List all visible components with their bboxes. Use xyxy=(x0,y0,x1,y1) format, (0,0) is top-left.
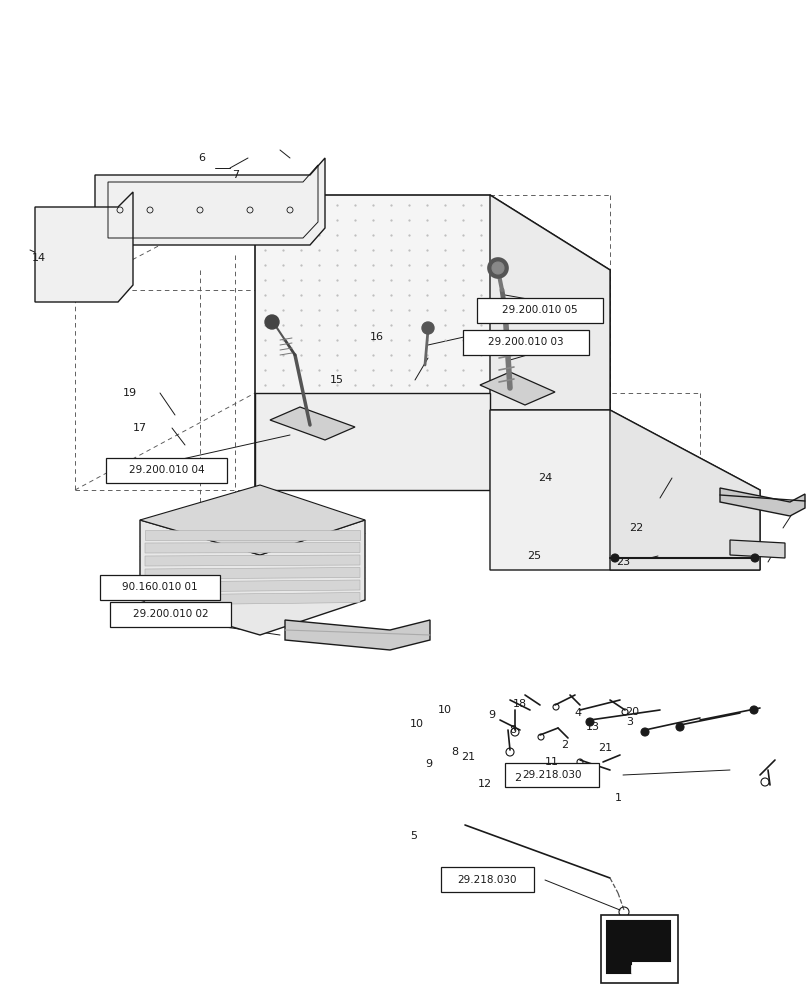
Circle shape xyxy=(491,262,504,274)
Circle shape xyxy=(610,554,618,562)
Polygon shape xyxy=(489,410,759,570)
Circle shape xyxy=(586,718,594,726)
Text: 21: 21 xyxy=(597,743,611,753)
Text: 22: 22 xyxy=(628,523,642,533)
Text: 9: 9 xyxy=(488,710,495,720)
FancyBboxPatch shape xyxy=(477,298,602,322)
FancyBboxPatch shape xyxy=(505,762,599,787)
Polygon shape xyxy=(145,542,359,553)
Text: 12: 12 xyxy=(477,779,491,789)
Text: 3: 3 xyxy=(625,717,632,727)
Polygon shape xyxy=(255,195,609,490)
Polygon shape xyxy=(35,192,133,302)
Polygon shape xyxy=(95,158,324,245)
FancyBboxPatch shape xyxy=(106,458,226,483)
Text: 29.218.030: 29.218.030 xyxy=(521,770,581,780)
Text: 7: 7 xyxy=(232,170,238,180)
Text: 6: 6 xyxy=(198,153,204,163)
Text: 1: 1 xyxy=(615,793,621,803)
Polygon shape xyxy=(729,540,784,558)
Polygon shape xyxy=(719,488,804,516)
Circle shape xyxy=(422,322,433,334)
Text: 9: 9 xyxy=(425,759,431,769)
Text: 29.200.010 02: 29.200.010 02 xyxy=(132,609,208,619)
Text: 90.160.010 01: 90.160.010 01 xyxy=(122,582,198,592)
Circle shape xyxy=(750,554,758,562)
Circle shape xyxy=(640,728,648,736)
Text: 17: 17 xyxy=(132,423,147,433)
Text: 15: 15 xyxy=(329,375,344,385)
Polygon shape xyxy=(489,195,609,410)
Circle shape xyxy=(264,315,279,329)
Text: 19: 19 xyxy=(122,388,137,398)
Circle shape xyxy=(487,258,508,278)
Text: 5: 5 xyxy=(410,831,417,841)
Text: 14: 14 xyxy=(32,253,46,263)
Circle shape xyxy=(622,917,629,923)
FancyBboxPatch shape xyxy=(110,601,230,626)
Text: 29.218.030: 29.218.030 xyxy=(457,875,517,885)
Text: 10: 10 xyxy=(437,705,452,715)
Polygon shape xyxy=(139,485,365,555)
Polygon shape xyxy=(606,921,669,973)
FancyBboxPatch shape xyxy=(100,574,220,599)
Polygon shape xyxy=(145,592,359,605)
Text: 2: 2 xyxy=(560,740,567,750)
Circle shape xyxy=(749,706,757,714)
Text: 23: 23 xyxy=(616,557,630,567)
Text: 2: 2 xyxy=(514,773,521,783)
Polygon shape xyxy=(145,580,359,592)
Text: 8: 8 xyxy=(509,725,516,735)
Bar xyxy=(600,915,677,983)
Polygon shape xyxy=(479,372,554,405)
Text: 18: 18 xyxy=(512,699,526,709)
Text: 8: 8 xyxy=(451,747,457,757)
Polygon shape xyxy=(255,393,489,490)
Text: 13: 13 xyxy=(585,722,599,732)
Text: 24: 24 xyxy=(538,473,552,483)
FancyBboxPatch shape xyxy=(440,867,534,892)
Polygon shape xyxy=(139,520,365,635)
Text: 10: 10 xyxy=(409,719,423,729)
Text: 29.200.010 05: 29.200.010 05 xyxy=(501,305,577,315)
Polygon shape xyxy=(145,568,359,579)
Polygon shape xyxy=(270,407,354,440)
Text: 11: 11 xyxy=(544,757,559,767)
Polygon shape xyxy=(630,965,669,973)
Text: 21: 21 xyxy=(461,752,475,762)
Text: 4: 4 xyxy=(574,708,581,718)
Polygon shape xyxy=(609,410,759,570)
Text: 25: 25 xyxy=(526,551,541,561)
Polygon shape xyxy=(285,620,430,650)
Text: 16: 16 xyxy=(369,332,384,342)
Polygon shape xyxy=(145,555,359,566)
Text: 29.200.010 04: 29.200.010 04 xyxy=(128,465,204,475)
Polygon shape xyxy=(145,530,359,540)
FancyBboxPatch shape xyxy=(463,330,589,355)
Text: 20: 20 xyxy=(624,707,638,717)
Text: 29.200.010 03: 29.200.010 03 xyxy=(487,337,564,347)
Circle shape xyxy=(676,723,683,731)
